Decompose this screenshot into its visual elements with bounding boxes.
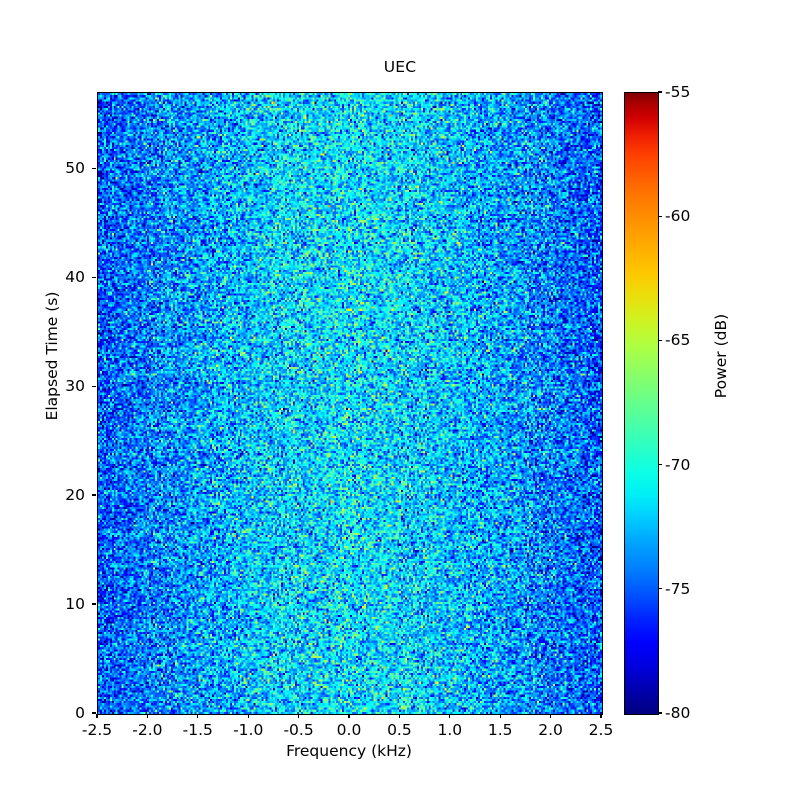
y-tick-mark [91, 167, 96, 169]
colorbar-tick-label: -60 [665, 207, 691, 226]
y-tick-label: 20 [65, 486, 85, 505]
x-tick-mark [96, 714, 98, 719]
x-tick-label: 1.5 [487, 721, 513, 739]
x-tick-mark [197, 714, 199, 719]
colorbar [624, 92, 659, 715]
x-tick-label: 2.5 [588, 721, 614, 739]
y-tick-label: 30 [65, 377, 85, 396]
colorbar-tick-mark [658, 91, 663, 93]
x-tick-mark [247, 714, 249, 719]
y-tick-mark [91, 712, 96, 714]
colorbar-label: Power (dB) [712, 313, 730, 399]
x-tick-mark [449, 714, 451, 719]
colorbar-tick-mark [658, 712, 663, 714]
x-tick-label: 0.0 [336, 721, 362, 739]
x-tick-mark [499, 714, 501, 719]
y-tick-label: 10 [65, 595, 85, 614]
x-tick-mark [348, 714, 350, 719]
colorbar-tick-mark [658, 339, 663, 342]
y-tick-mark [91, 494, 96, 496]
x-tick-mark [549, 714, 552, 719]
y-tick-label: 40 [65, 268, 85, 287]
x-tick-label: 0.5 [387, 721, 412, 739]
colorbar-tick-label: -75 [665, 579, 691, 598]
x-tick-label: -1.5 [182, 721, 213, 739]
y-tick-mark [91, 385, 96, 387]
x-tick-label: -0.5 [283, 721, 314, 739]
colorbar-tick-mark [658, 215, 663, 217]
y-tick-label: 0 [75, 704, 85, 722]
colorbar-tick-mark [658, 588, 663, 590]
colorbar-tick-label: -70 [665, 455, 691, 474]
y-axis-label: Elapsed Time (s) [43, 291, 61, 421]
x-tick-label: 2.0 [538, 721, 563, 739]
colorbar-tick-mark [658, 463, 663, 466]
y-tick-mark [91, 276, 96, 278]
title-line-station: UEC [383, 58, 417, 76]
colorbar-tick-label: -80 [665, 704, 691, 722]
y-tick-mark [91, 603, 96, 605]
x-tick-label: -2.0 [132, 721, 163, 739]
spectrogram-image [98, 93, 602, 714]
x-tick-mark [600, 714, 602, 719]
plot-area [97, 92, 603, 715]
x-axis-label: Frequency (kHz) [286, 742, 412, 760]
x-tick-label: -2.5 [81, 721, 113, 739]
x-tick-mark [146, 714, 149, 719]
x-tick-mark [297, 714, 300, 719]
x-tick-mark [398, 714, 401, 719]
y-tick-label: 50 [65, 159, 85, 178]
colorbar-tick-label: -55 [665, 83, 691, 101]
x-tick-label: 1.0 [437, 721, 463, 739]
x-tick-label: -1.0 [233, 721, 264, 739]
colorbar-tick-label: -65 [665, 331, 691, 350]
